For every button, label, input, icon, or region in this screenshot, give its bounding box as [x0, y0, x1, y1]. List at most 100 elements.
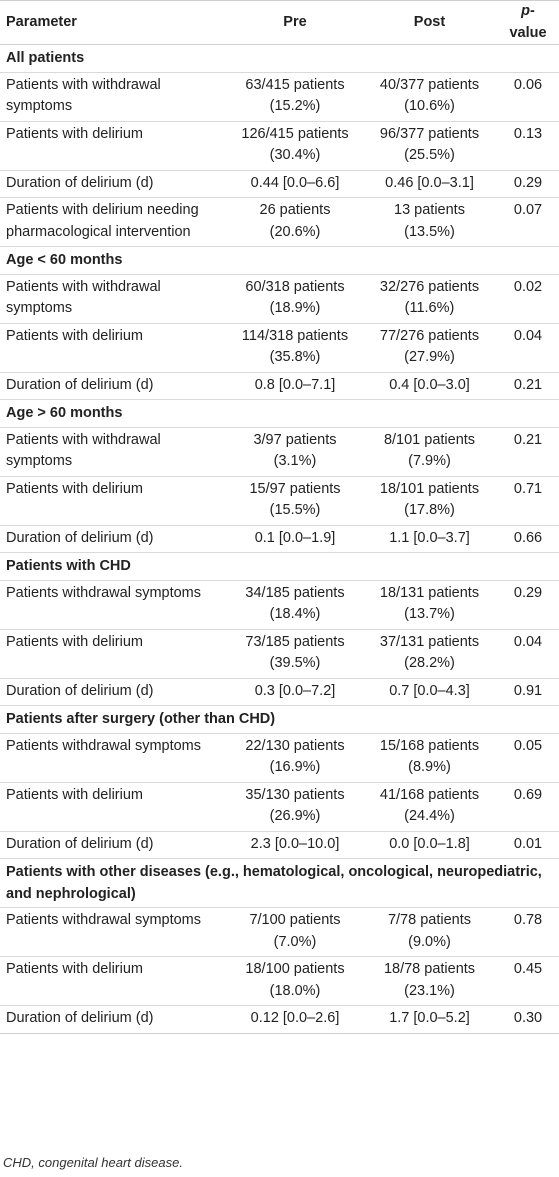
cell-p-value: 0.78: [497, 907, 559, 957]
table-row: Duration of delirium (d) 0.44 [0.0–6.6] 0.…: [0, 170, 559, 198]
cell-p-value: 0.21: [497, 372, 559, 400]
cell-p-value: 0.13: [497, 121, 559, 171]
table-body: All patients Patients with withdrawal sym…: [0, 44, 559, 1034]
cell-p-value: 0.06: [497, 72, 559, 122]
cell-parameter: Patients with withdrawal symptoms: [0, 427, 228, 477]
cell-parameter: Patients with delirium needing pharmacol…: [0, 197, 228, 247]
section-label: Patients with CHD: [0, 552, 559, 581]
cell-pre: 0.8 [0.0–7.1]: [228, 372, 362, 400]
cell-parameter: Patients with delirium: [0, 629, 228, 679]
cell-parameter: Patients with withdrawal symptoms: [0, 274, 228, 324]
cell-parameter: Patients with delirium: [0, 782, 228, 832]
cell-parameter: Patients withdrawal symptoms: [0, 907, 228, 957]
cell-pre: 0.3 [0.0–7.2]: [228, 678, 362, 706]
cell-post: 96/377 patients (25.5%): [362, 121, 497, 171]
cell-parameter: Patients with delirium: [0, 476, 228, 526]
section-label: All patients: [0, 44, 559, 73]
cell-p-value: 0.45: [497, 956, 559, 1006]
cell-parameter: Duration of delirium (d): [0, 831, 228, 859]
cell-pre: 34/185 patients (18.4%): [228, 580, 362, 630]
cell-pre: 114/318 patients (35.8%): [228, 323, 362, 373]
cell-p-value: 0.07: [497, 197, 559, 247]
cell-parameter: Patients with withdrawal symptoms: [0, 72, 228, 122]
header-pre: Pre: [228, 0, 362, 45]
header-p-value: p-value: [497, 0, 559, 45]
cell-p-value: 0.91: [497, 678, 559, 706]
table-row: Patients withdrawal symptoms 7/100 patien…: [0, 907, 559, 957]
header-parameter: Parameter: [0, 0, 228, 45]
cell-p-value: 0.30: [497, 1005, 559, 1034]
cell-pre: 0.1 [0.0–1.9]: [228, 525, 362, 553]
section-row: Patients with CHD: [0, 552, 559, 581]
cell-pre: 7/100 patients (7.0%): [228, 907, 362, 957]
table-row: Patients with delirium 18/100 patients (1…: [0, 956, 559, 1006]
cell-p-value: 0.29: [497, 580, 559, 630]
cell-parameter: Duration of delirium (d): [0, 170, 228, 198]
section-label: Patients with other diseases (e.g., hema…: [0, 858, 559, 908]
cell-post: 0.7 [0.0–4.3]: [362, 678, 497, 706]
cell-post: 77/276 patients (27.9%): [362, 323, 497, 373]
cell-parameter: Patients withdrawal symptoms: [0, 733, 228, 783]
section-label: Age < 60 months: [0, 246, 559, 275]
table-row: Patients with delirium 126/415 patients (…: [0, 121, 559, 171]
cell-post: 18/131 patients (13.7%): [362, 580, 497, 630]
table-footnote: CHD, congenital heart disease.: [3, 1155, 183, 1170]
cell-p-value: 0.71: [497, 476, 559, 526]
cell-p-value: 0.04: [497, 323, 559, 373]
section-row: Age > 60 months: [0, 399, 559, 428]
table-header-row: Parameter Pre Post p-value: [0, 0, 559, 45]
table-row: Patients with delirium 114/318 patients (…: [0, 323, 559, 373]
cell-p-value: 0.69: [497, 782, 559, 832]
cell-post: 1.1 [0.0–3.7]: [362, 525, 497, 553]
section-row: Patients with other diseases (e.g., hema…: [0, 858, 559, 908]
cell-parameter: Duration of delirium (d): [0, 372, 228, 400]
cell-pre: 63/415 patients (15.2%): [228, 72, 362, 122]
cell-pre: 26 patients (20.6%): [228, 197, 362, 247]
section-row: Age < 60 months: [0, 246, 559, 275]
cell-parameter: Patients with delirium: [0, 323, 228, 373]
cell-pre: 15/97 patients (15.5%): [228, 476, 362, 526]
cell-p-value: 0.01: [497, 831, 559, 859]
cell-parameter: Patients with delirium: [0, 956, 228, 1006]
cell-post: 40/377 patients (10.6%): [362, 72, 497, 122]
table-row: Patients with delirium 35/130 patients (2…: [0, 782, 559, 832]
header-p-italic: p: [521, 3, 530, 19]
cell-parameter: Patients withdrawal symptoms: [0, 580, 228, 630]
section-label: Age > 60 months: [0, 399, 559, 428]
table-row: Patients withdrawal symptoms 34/185 patie…: [0, 580, 559, 630]
table-row: Patients with delirium 15/97 patients (15…: [0, 476, 559, 526]
cell-pre: 0.12 [0.0–2.6]: [228, 1005, 362, 1034]
cell-post: 18/78 patients (23.1%): [362, 956, 497, 1006]
cell-pre: 22/130 patients (16.9%): [228, 733, 362, 783]
table-row: Patients with withdrawal symptoms 63/415 …: [0, 72, 559, 122]
cell-pre: 18/100 patients (18.0%): [228, 956, 362, 1006]
cell-parameter: Duration of delirium (d): [0, 1005, 228, 1034]
cell-pre: 73/185 patients (39.5%): [228, 629, 362, 679]
cell-post: 7/78 patients (9.0%): [362, 907, 497, 957]
header-p-rest: -value: [509, 3, 547, 41]
table-row: Duration of delirium (d) 0.1 [0.0–1.9] 1.1…: [0, 525, 559, 553]
cell-pre: 60/318 patients (18.9%): [228, 274, 362, 324]
header-post: Post: [362, 0, 497, 45]
table-row: Patients with withdrawal symptoms 60/318 …: [0, 274, 559, 324]
table-row: Patients with delirium 73/185 patients (3…: [0, 629, 559, 679]
table-row: Duration of delirium (d) 2.3 [0.0–10.0] 0.…: [0, 831, 559, 859]
cell-p-value: 0.29: [497, 170, 559, 198]
cell-p-value: 0.21: [497, 427, 559, 477]
section-label: Patients after surgery (other than CHD): [0, 705, 559, 734]
cell-post: 0.46 [0.0–3.1]: [362, 170, 497, 198]
results-table: Parameter Pre Post p-value All patients P…: [0, 0, 559, 1034]
cell-pre: 2.3 [0.0–10.0]: [228, 831, 362, 859]
cell-pre: 126/415 patients (30.4%): [228, 121, 362, 171]
table-row: Patients with withdrawal symptoms 3/97 pa…: [0, 427, 559, 477]
cell-post: 15/168 patients (8.9%): [362, 733, 497, 783]
table-row: Duration of delirium (d) 0.8 [0.0–7.1] 0.4…: [0, 372, 559, 400]
cell-p-value: 0.66: [497, 525, 559, 553]
section-row: All patients: [0, 44, 559, 73]
table-row: Duration of delirium (d) 0.3 [0.0–7.2] 0.7…: [0, 678, 559, 706]
cell-post: 37/131 patients (28.2%): [362, 629, 497, 679]
cell-post: 32/276 patients (11.6%): [362, 274, 497, 324]
cell-p-value: 0.02: [497, 274, 559, 324]
cell-parameter: Duration of delirium (d): [0, 525, 228, 553]
